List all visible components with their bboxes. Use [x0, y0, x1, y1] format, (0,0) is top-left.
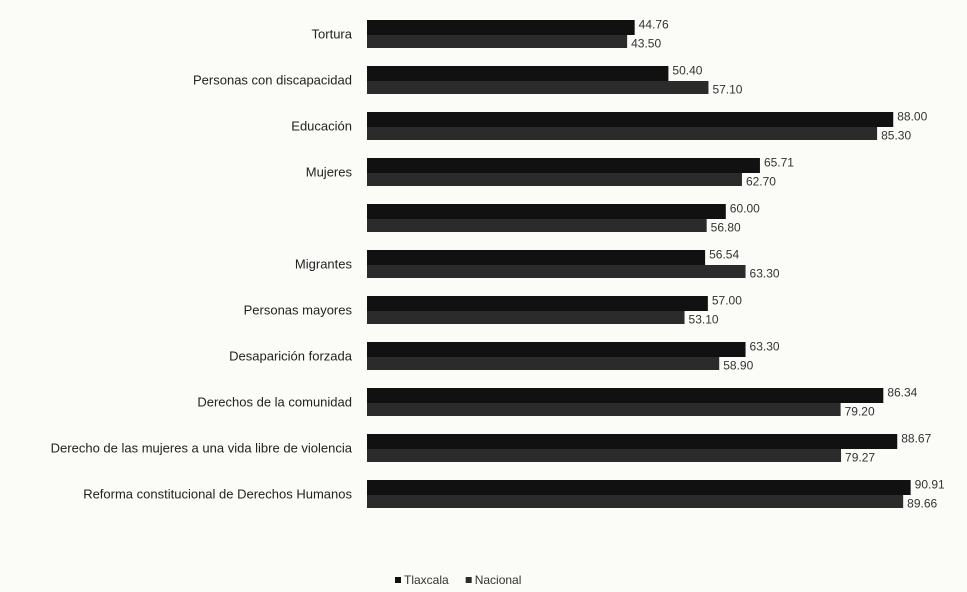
value-label: 88.00 — [897, 110, 927, 124]
value-label: 56.80 — [711, 221, 741, 235]
bar — [367, 357, 720, 370]
value-label: 60.00 — [730, 202, 760, 216]
category-label: Derecho de las mujeres a una vida libre … — [50, 440, 352, 456]
category-label: Personas con discapacidad — [193, 72, 352, 88]
value-label: 63.30 — [750, 267, 780, 281]
bar — [367, 219, 707, 232]
value-label: 57.10 — [712, 83, 742, 97]
category-label: Tortura — [311, 26, 352, 42]
bar — [367, 480, 911, 495]
legend-label: Tlaxcala — [404, 573, 449, 587]
category-label: Personas mayores — [243, 302, 352, 318]
bar — [367, 20, 635, 35]
value-label: 50.40 — [672, 64, 702, 78]
legend-swatch — [465, 577, 472, 583]
bar — [367, 495, 904, 508]
bar — [367, 449, 842, 462]
bar — [367, 434, 898, 449]
category-label: Derechos de la comunidad — [197, 394, 352, 410]
value-label: 53.10 — [689, 313, 719, 327]
category-label: Mujeres — [305, 164, 352, 180]
category-label: Educación — [291, 118, 352, 134]
value-label: 56.54 — [709, 248, 739, 262]
bar — [367, 403, 841, 416]
value-label: 89.66 — [907, 497, 937, 511]
value-label: 88.67 — [901, 432, 931, 446]
bar — [367, 204, 726, 219]
value-label: 63.30 — [750, 340, 780, 354]
value-label: 90.91 — [915, 478, 945, 492]
bar — [367, 388, 884, 403]
bar — [367, 66, 669, 81]
category-label: Desaparición forzada — [229, 348, 352, 364]
bar — [367, 311, 685, 324]
category-label: Migrantes — [294, 256, 352, 272]
legend-swatch — [395, 577, 401, 583]
value-label: 79.27 — [845, 451, 875, 465]
bar — [367, 250, 706, 265]
value-label: 44.76 — [639, 18, 669, 32]
legend-label: Nacional — [475, 573, 522, 587]
bar — [367, 342, 746, 357]
bar — [367, 112, 894, 127]
value-label: 65.71 — [764, 156, 794, 170]
bar — [367, 296, 708, 311]
bar — [367, 173, 742, 186]
value-label: 62.70 — [746, 175, 776, 189]
bar — [367, 81, 709, 94]
bar — [367, 158, 760, 173]
bar — [367, 127, 878, 140]
value-label: 79.20 — [845, 405, 875, 419]
value-label: 43.50 — [631, 37, 661, 51]
bar — [367, 35, 628, 48]
value-label: 57.00 — [712, 294, 742, 308]
category-label: Reforma constitucional de Derechos Human… — [83, 486, 352, 502]
value-label: 58.90 — [723, 359, 753, 373]
bar — [367, 265, 746, 278]
value-label: 85.30 — [881, 129, 911, 143]
value-label: 86.34 — [887, 386, 917, 400]
